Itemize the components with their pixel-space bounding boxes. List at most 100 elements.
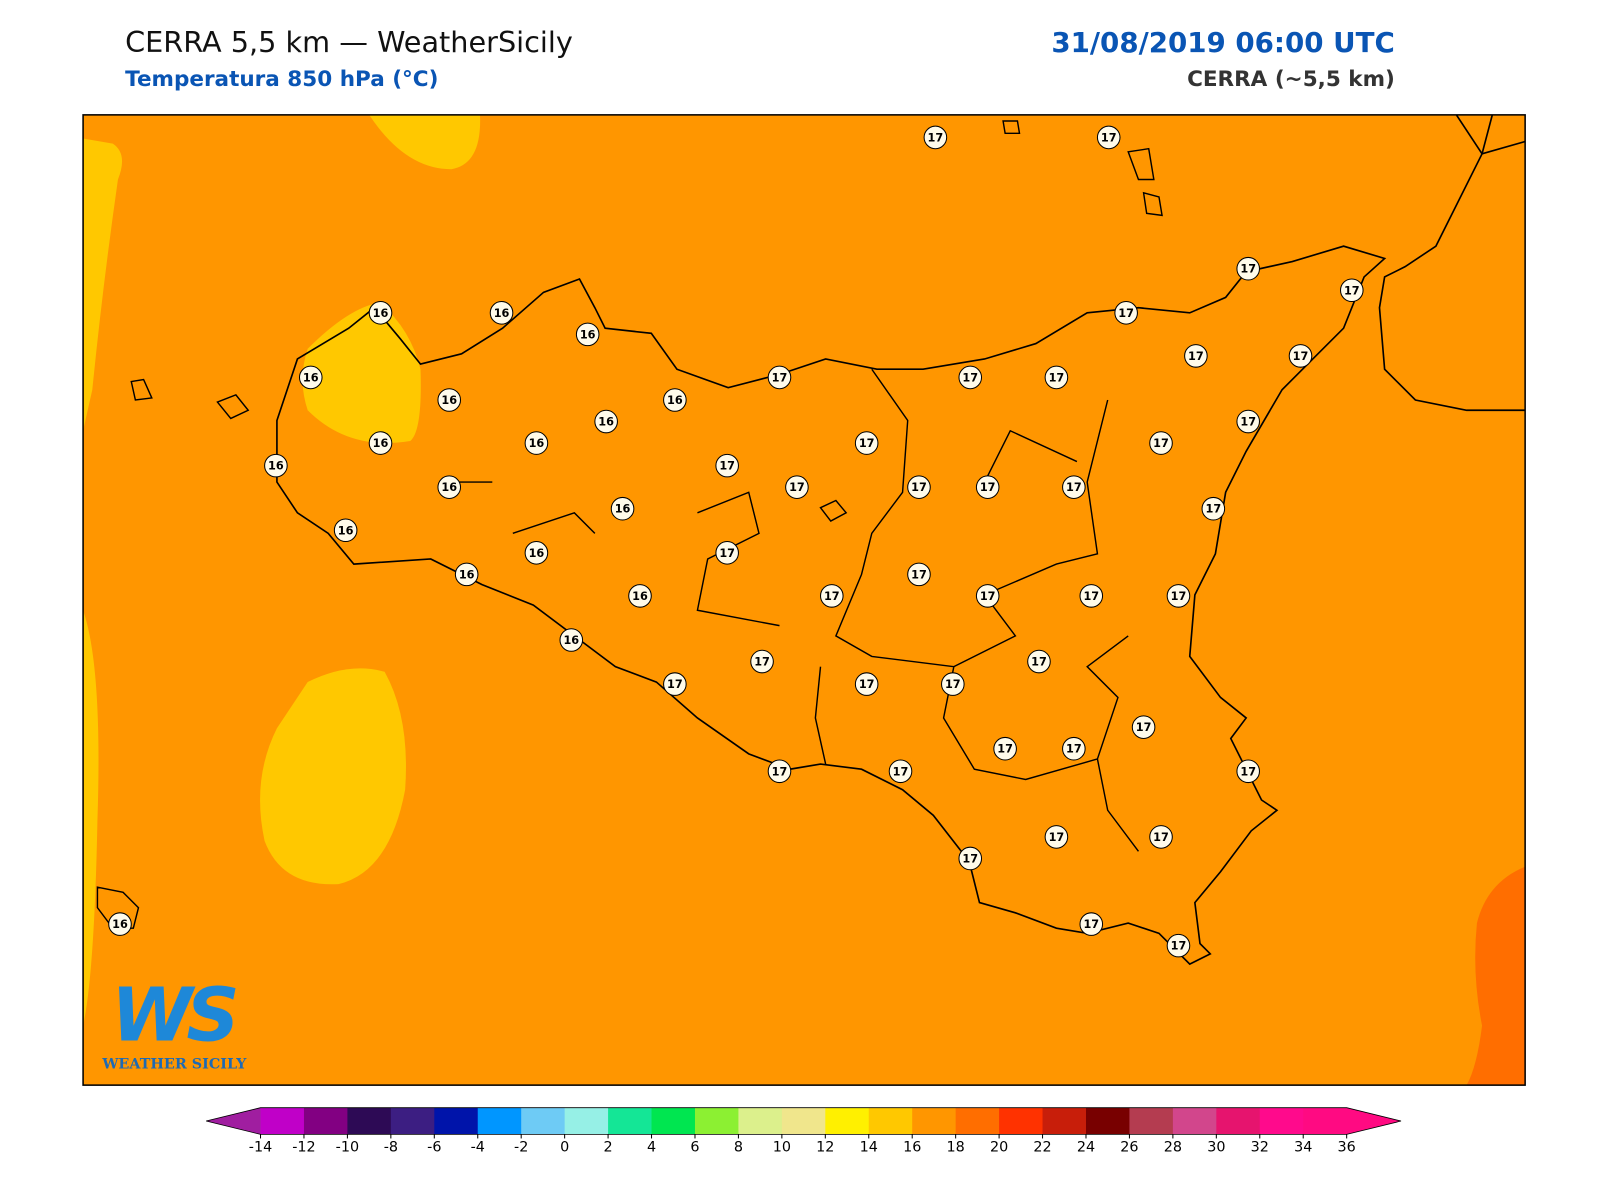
station-value: 17 xyxy=(859,678,875,691)
colorbar-bin xyxy=(434,1107,479,1135)
colorbar-bin xyxy=(1259,1107,1304,1135)
station-value: 17 xyxy=(893,765,909,778)
station-value: 17 xyxy=(1240,263,1256,276)
colorbar-tick-label: 18 xyxy=(947,1140,965,1156)
colorbar-tick-label: 30 xyxy=(1207,1140,1225,1156)
station-value: 17 xyxy=(1171,940,1187,953)
station-marker xyxy=(1236,256,1260,281)
colorbar-bin xyxy=(825,1107,870,1135)
colorbar-bin xyxy=(999,1107,1044,1135)
station-marker xyxy=(1339,278,1364,303)
station-value: 16 xyxy=(529,437,545,450)
station-value: 17 xyxy=(824,590,840,603)
station-value: 17 xyxy=(754,656,770,669)
colorbar-bin xyxy=(521,1107,566,1135)
station-value: 17 xyxy=(1049,371,1065,384)
station-value: 17 xyxy=(1240,416,1256,429)
station-value: 17 xyxy=(1083,918,1099,931)
station-marker xyxy=(663,672,687,696)
station-marker xyxy=(1149,825,1173,849)
station-value: 17 xyxy=(945,678,961,691)
model: CERRA (~5,5 km) xyxy=(1187,67,1395,92)
station-marker xyxy=(767,759,792,784)
field-base xyxy=(83,114,1526,1086)
station-value: 17 xyxy=(719,547,735,560)
island xyxy=(1127,147,1155,181)
station-marker xyxy=(923,125,948,150)
station-marker xyxy=(594,409,618,434)
station-marker xyxy=(854,431,879,455)
station-marker xyxy=(610,496,635,521)
colorbar-bin xyxy=(1303,1107,1348,1135)
station-marker xyxy=(1166,933,1191,958)
colorbar-bin xyxy=(738,1107,783,1135)
station-value: 17 xyxy=(911,481,927,494)
station-value: 17 xyxy=(1031,656,1047,669)
datetime: 31/08/2019 06:00 UTC xyxy=(1051,26,1394,59)
station-marker xyxy=(1131,715,1156,739)
station-value: 16 xyxy=(303,371,319,384)
station-marker xyxy=(489,301,514,325)
station-value: 17 xyxy=(1101,131,1117,144)
station-value: 17 xyxy=(1240,765,1256,778)
lake xyxy=(819,499,848,522)
colorbar-bin xyxy=(564,1107,609,1135)
island xyxy=(1142,191,1163,217)
station-marker xyxy=(1288,344,1313,368)
sicily-coast xyxy=(276,245,1387,966)
colorbar-tick-label: -12 xyxy=(292,1140,315,1156)
field-patch xyxy=(1466,866,1526,1086)
station-marker xyxy=(628,584,652,608)
station-value: 17 xyxy=(1066,481,1082,494)
station-value: 16 xyxy=(373,307,389,320)
station-value: 17 xyxy=(928,131,944,144)
colorbar-tick-label: 26 xyxy=(1120,1140,1138,1156)
colorbar-tick-label: 12 xyxy=(816,1140,834,1156)
station-marker xyxy=(524,431,549,455)
colorbar-bin xyxy=(477,1107,522,1135)
station-marker xyxy=(958,365,983,390)
title: CERRA 5,5 km — WeatherSicily xyxy=(125,25,573,59)
station-value: 17 xyxy=(719,460,735,473)
colorbar-tick-label: 34 xyxy=(1294,1140,1312,1156)
station-marker xyxy=(958,846,983,871)
station-value: 17 xyxy=(1188,350,1204,363)
station-value: 17 xyxy=(962,852,978,865)
island xyxy=(1002,120,1021,135)
colorbar-bin xyxy=(868,1107,913,1135)
station-marker xyxy=(715,541,739,565)
colorbar-tick-label: 16 xyxy=(903,1140,921,1156)
colorbar-tick-label: 24 xyxy=(1077,1140,1095,1156)
logo-text: WEATHER SICILY xyxy=(101,1057,247,1073)
station-marker xyxy=(1044,825,1069,849)
station-value: 17 xyxy=(1118,307,1134,320)
field-patch xyxy=(83,138,123,431)
station-value: 17 xyxy=(962,371,978,384)
island xyxy=(130,378,153,401)
colorbar-under xyxy=(206,1107,261,1135)
station-marker xyxy=(767,365,792,390)
station-marker xyxy=(1149,431,1173,455)
station-marker xyxy=(1079,912,1104,936)
station-marker xyxy=(368,301,393,325)
station-value: 17 xyxy=(1293,350,1309,363)
station-value: 17 xyxy=(1153,437,1169,450)
colorbar-tick-label: 32 xyxy=(1251,1140,1269,1156)
colorbar-tick-label: 4 xyxy=(647,1140,656,1156)
colorbar-bin xyxy=(781,1107,826,1135)
subtitle: Temperatura 850 hPa (°C) xyxy=(125,67,438,92)
station-value: 16 xyxy=(268,460,284,473)
station-marker xyxy=(715,453,739,478)
station-marker xyxy=(1236,409,1260,434)
station-marker xyxy=(1096,125,1121,150)
colorbar-tick-label: 28 xyxy=(1164,1140,1182,1156)
station-marker xyxy=(1062,475,1086,499)
colorbar-tick-label: 20 xyxy=(990,1140,1008,1156)
station-value: 17 xyxy=(1066,743,1082,756)
colorbar-tick-label: -6 xyxy=(427,1140,441,1156)
station-value: 17 xyxy=(980,481,996,494)
station-marker xyxy=(1184,344,1208,368)
colorbar-bin xyxy=(912,1107,957,1135)
calabria-coast xyxy=(1480,114,1526,156)
colorbar-tick-label: 6 xyxy=(690,1140,699,1156)
